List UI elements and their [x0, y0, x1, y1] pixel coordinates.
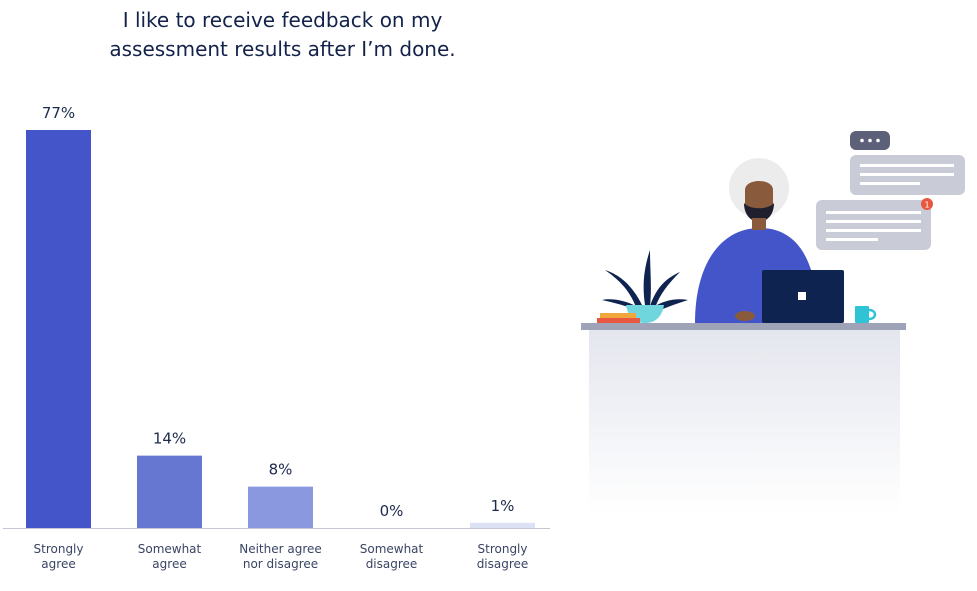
bar-value-label-2: 8%: [269, 461, 293, 479]
books: [597, 313, 640, 323]
chart-title-line-2: assessment results after I’m done.: [109, 37, 456, 61]
neck: [752, 218, 766, 230]
bar-value-label-0: 77%: [42, 104, 75, 122]
category-label-0-line-1: agree: [41, 557, 75, 571]
category-label-4-line-0: Strongly: [478, 542, 528, 556]
bar-2: [248, 486, 313, 528]
laptop: [762, 270, 844, 323]
chart-title-line-1: I like to receive feedback on my: [122, 8, 443, 32]
bar-value-label-1: 14%: [153, 430, 186, 448]
desk-top: [581, 323, 906, 330]
plant: [602, 250, 688, 323]
notification-badge: [921, 198, 933, 210]
bar-chart: 77%Stronglyagree14%Somewhatagree8%Neithe…: [3, 104, 550, 571]
hand: [735, 311, 755, 321]
category-label-4-line-1: disagree: [477, 557, 529, 571]
bar-4: [470, 522, 535, 528]
category-label-0-line-0: Strongly: [34, 542, 84, 556]
beard: [744, 203, 774, 222]
category-label-3-line-1: disagree: [366, 557, 418, 571]
chart-title: I like to receive feedback on my assessm…: [60, 6, 505, 64]
category-label-3-line-0: Somewhat: [360, 542, 424, 556]
laptop-logo: [798, 292, 806, 300]
notification-badge-count: 1: [924, 201, 929, 210]
bar-value-label-3: 0%: [380, 502, 404, 520]
category-label-1-line-0: Somewhat: [138, 542, 202, 556]
desk: [581, 323, 906, 513]
message-bubble-bottom: [816, 200, 931, 250]
category-label-2-line-0: Neither agree: [239, 542, 322, 556]
chat-bubbles: 1: [816, 131, 965, 250]
mug: [855, 306, 877, 323]
bar-value-label-4: 1%: [491, 497, 515, 515]
person-at-desk-illustration: 1: [581, 131, 965, 513]
category-label-2-line-1: nor disagree: [243, 557, 318, 571]
bar-0: [26, 130, 91, 528]
bar-1: [137, 455, 202, 528]
desk-front: [589, 330, 900, 513]
category-label-1-line-1: agree: [152, 557, 186, 571]
face: [745, 181, 773, 214]
